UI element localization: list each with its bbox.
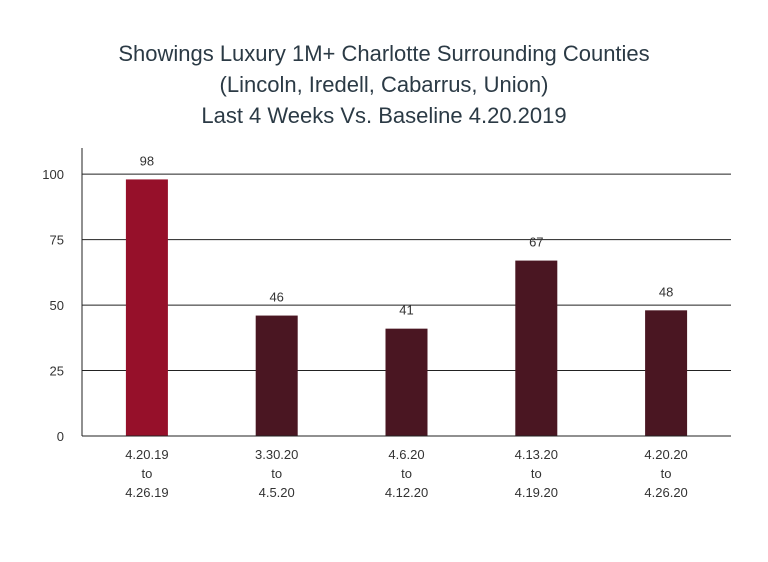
x-tick-label: 4.19.20: [515, 485, 558, 500]
x-tick-label: 4.13.20: [515, 447, 558, 462]
x-tick-label: 4.26.19: [125, 485, 168, 500]
x-tick-label: 4.20.20: [644, 447, 687, 462]
bar-value-label: 67: [529, 235, 543, 250]
x-tick-label: 3.30.20: [255, 447, 298, 462]
bar-value-label: 98: [140, 153, 154, 168]
x-axis-labels: 4.20.19 to 4.26.19 3.30.20 to 4.5.20 4.6.20 to 4…: [125, 447, 688, 500]
x-tick-label: 4.20.19: [125, 447, 168, 462]
y-tick-label: 0: [57, 429, 64, 444]
x-tick-label: to: [531, 466, 542, 481]
bar-value-label: 41: [399, 303, 413, 318]
x-tick-label: 4.26.20: [644, 485, 687, 500]
bar-value-labels: 98 46 41 67 48: [140, 153, 674, 317]
x-tick-label: to: [141, 466, 152, 481]
y-tick-label: 100: [42, 167, 64, 182]
x-tick-label: 4.6.20: [388, 447, 424, 462]
bar: [255, 315, 298, 436]
chart-title: Showings Luxury 1M+ Charlotte Surroundin…: [0, 38, 768, 131]
y-tick-label: 25: [50, 364, 64, 379]
bars: [125, 179, 688, 436]
x-tick-label: to: [271, 466, 282, 481]
x-tick-label: 4.12.20: [385, 485, 428, 500]
x-tick-label: to: [661, 466, 672, 481]
x-tick-label: to: [401, 466, 412, 481]
bar: [385, 328, 428, 436]
y-tick-label: 75: [50, 233, 64, 248]
bar-value-label: 46: [269, 290, 283, 305]
bar: [125, 179, 168, 436]
chart-title-line-2: (Lincoln, Iredell, Cabarrus, Union): [219, 72, 549, 97]
x-tick-label: 4.5.20: [259, 485, 295, 500]
chart-title-line-1: Showings Luxury 1M+ Charlotte Surroundin…: [118, 41, 650, 66]
y-axis-ticks: 0 25 50 75 100: [42, 167, 64, 444]
grid-lines: [82, 173, 731, 372]
y-tick-label: 50: [50, 298, 64, 313]
bar: [645, 310, 688, 436]
bar: [515, 260, 558, 436]
bar-value-label: 48: [659, 284, 673, 299]
chart-title-line-3: Last 4 Weeks Vs. Baseline 4.20.2019: [201, 103, 567, 128]
